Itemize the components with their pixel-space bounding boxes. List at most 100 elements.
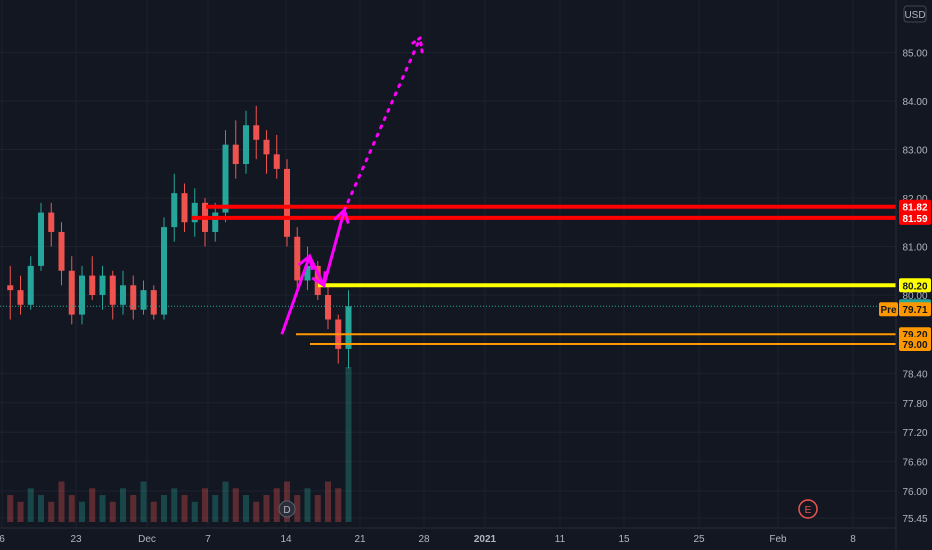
candle	[68, 256, 75, 325]
price-tag: 79.71	[899, 302, 931, 317]
volume-bar	[181, 495, 188, 522]
time-tick-label: 11	[555, 534, 566, 545]
price-tick-label: 77.20	[902, 428, 927, 439]
candle	[263, 130, 270, 174]
candle	[99, 265, 106, 310]
volume-bar	[314, 495, 321, 522]
volume-bar	[89, 488, 96, 522]
volume-bar	[140, 481, 147, 522]
svg-text:81.59: 81.59	[902, 214, 927, 225]
candle	[109, 270, 116, 320]
candle	[17, 275, 24, 315]
time-tick-label: 7	[205, 534, 211, 545]
currency-badge[interactable]: USD	[903, 5, 927, 23]
volume-bar	[222, 481, 229, 522]
price-tick-label: 76.00	[902, 487, 927, 498]
svg-text:E: E	[805, 505, 812, 516]
candle	[130, 275, 137, 320]
candle	[79, 265, 85, 325]
volume-bar	[130, 495, 137, 522]
volume-bar	[345, 367, 352, 522]
volume-bar	[253, 501, 260, 522]
candle	[150, 285, 157, 320]
candle	[232, 120, 239, 179]
event-marker[interactable]: E	[798, 499, 818, 519]
time-tick-label: 8	[850, 534, 856, 545]
volume-bar	[161, 495, 167, 522]
price-tag: 80.20	[899, 278, 931, 293]
volume-bar	[109, 501, 116, 522]
candle	[345, 290, 352, 369]
price-tick-label: 76.60	[902, 458, 927, 469]
candle	[212, 202, 219, 242]
svg-text:D: D	[283, 505, 290, 516]
projection-arrowhead	[311, 271, 327, 288]
volume-bar	[263, 495, 270, 522]
candle	[191, 188, 198, 237]
candle	[27, 256, 34, 310]
price-tick-label: 78.40	[902, 369, 927, 380]
premarket-badge: Pre	[879, 302, 898, 317]
volume-bar	[212, 495, 219, 522]
projection-arrowhead	[297, 253, 314, 271]
price-tick-label: 84.00	[902, 97, 927, 108]
svg-text:80.20: 80.20	[902, 281, 927, 292]
volume-bar	[7, 495, 14, 522]
time-tick-label: Feb	[769, 534, 787, 545]
candle	[273, 134, 280, 179]
candle	[181, 183, 188, 232]
time-tick-label: 23	[70, 534, 82, 545]
volume-bar	[243, 495, 249, 522]
time-tick-label: 21	[354, 534, 366, 545]
volume-bar	[273, 488, 280, 522]
volume-bar	[79, 501, 85, 522]
candle	[140, 280, 147, 315]
price-tick-label: 82.00	[902, 194, 927, 205]
candle	[89, 256, 96, 300]
candle	[161, 217, 167, 320]
volume-bar	[68, 495, 75, 522]
volume-bar	[120, 488, 126, 522]
svg-text:79.00: 79.00	[902, 340, 927, 351]
volume-bar	[99, 495, 106, 522]
candle	[120, 270, 126, 315]
volume-bar	[58, 481, 65, 522]
projection-path[interactable]	[280, 209, 346, 335]
volume-bar	[38, 495, 44, 522]
candle	[284, 159, 290, 247]
svg-text:81.82: 81.82	[902, 203, 927, 214]
price-tick-label: 85.00	[902, 49, 927, 60]
price-tick-label: 80.00	[902, 291, 927, 302]
candle	[48, 202, 55, 247]
time-tick-label: 6	[0, 534, 5, 545]
volume-bar	[191, 501, 198, 522]
price-tick-label: 83.00	[902, 146, 927, 157]
volume-bar	[335, 488, 342, 522]
time-tick-label: Dec	[138, 534, 156, 545]
time-tick-label: 2021	[474, 534, 497, 545]
svg-text:Pre: Pre	[880, 305, 897, 316]
price-tag: 81.59	[899, 210, 931, 225]
event-marker[interactable]: D	[278, 500, 296, 518]
svg-text:79.71: 79.71	[902, 305, 927, 316]
price-tick-label: 75.45	[902, 514, 927, 525]
price-tick-label: 77.80	[902, 399, 927, 410]
volume-bar	[17, 501, 24, 522]
volume-bar	[304, 488, 311, 522]
volume-bar	[232, 488, 239, 522]
candle	[7, 265, 14, 320]
candle	[304, 246, 311, 291]
candle	[58, 222, 65, 286]
volume-bar	[325, 481, 331, 522]
candle	[171, 173, 178, 242]
volume-bar	[294, 495, 301, 522]
volume-bar	[48, 501, 55, 522]
candle	[294, 227, 301, 295]
time-tick-label: 15	[618, 534, 630, 545]
volume-bar	[150, 501, 157, 522]
price-tick-label: 81.00	[902, 243, 927, 254]
price-tag: 79.00	[899, 337, 931, 351]
time-tick-label: 25	[693, 534, 705, 545]
volume-bar	[202, 488, 208, 522]
